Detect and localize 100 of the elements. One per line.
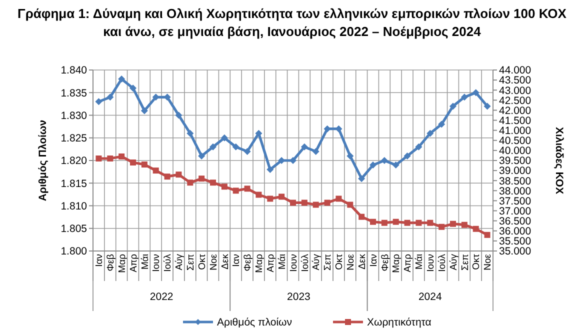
- point: [460, 94, 468, 101]
- y2-tick-label: 42.500: [499, 94, 532, 107]
- point: [312, 202, 319, 208]
- point: [164, 174, 170, 180]
- point: [175, 112, 182, 119]
- point: [347, 202, 354, 208]
- point: [210, 180, 216, 186]
- point: [324, 125, 331, 132]
- point: [210, 143, 216, 150]
- y2-tick-label: 44.000: [499, 64, 532, 77]
- y2-tick-label: 40.500: [499, 135, 532, 148]
- y2-tick-label: 37.000: [499, 205, 532, 218]
- x-tick-label: Αύγ: [448, 254, 460, 270]
- point: [130, 84, 136, 92]
- x-tick-label: Σεπ: [185, 254, 196, 271]
- text: 2024: [418, 291, 442, 303]
- point: [336, 196, 342, 202]
- point: [220, 134, 228, 142]
- point: [461, 222, 468, 228]
- point: [335, 125, 342, 132]
- point: [370, 218, 376, 225]
- y2-tick-label: 36.500: [499, 216, 532, 228]
- point: [278, 194, 285, 200]
- point: [381, 220, 388, 226]
- point: [358, 214, 365, 220]
- point: [140, 107, 148, 114]
- point: [107, 155, 114, 162]
- point: [106, 94, 114, 101]
- y2-tick-label: 41.000: [499, 125, 532, 138]
- point: [266, 166, 274, 174]
- point: [300, 143, 308, 150]
- text: 2023: [287, 291, 311, 303]
- point: [427, 220, 434, 226]
- x-tick-label: Φεβ: [105, 253, 116, 272]
- y2-tick-label: 38.500: [499, 175, 532, 188]
- x-tick-label: Μαρ: [391, 253, 402, 273]
- point: [267, 196, 274, 202]
- y-tick-label: 1.800: [60, 246, 88, 258]
- point: [232, 188, 239, 194]
- y-axis-title: Αριθμός Πλοίων: [37, 120, 49, 202]
- x-tick-label: Νοε: [482, 253, 494, 270]
- point: [301, 200, 308, 206]
- point: [472, 89, 480, 96]
- point: [392, 162, 400, 169]
- y2-tick-label: 37.500: [499, 195, 532, 208]
- point: [450, 220, 456, 227]
- y2-tick-label: 41.500: [499, 114, 532, 127]
- y2-tick-label: 43.500: [499, 74, 532, 87]
- point: [244, 148, 251, 155]
- y-tick-label: 1.810: [60, 200, 88, 212]
- point: [404, 220, 410, 226]
- y-tick-label: 1.820: [60, 155, 88, 168]
- x-tick-label: Οκτ: [196, 254, 208, 270]
- x-tick-label: Αύγ: [311, 254, 322, 270]
- point: [130, 160, 136, 166]
- legend-label: Αριθμός πλοίων: [217, 316, 292, 329]
- x-tick-label: Ιούλ: [162, 254, 174, 272]
- y2-tick-label: 36.000: [499, 226, 532, 238]
- x-tick-label: Ιουν: [151, 254, 162, 272]
- point: [96, 155, 102, 162]
- x-tick-label: Ιουν: [425, 254, 436, 272]
- point: [152, 94, 160, 101]
- y2-tick-label: 42.000: [499, 104, 532, 117]
- y2-tick-label: 35.500: [499, 236, 532, 248]
- x-tick-label: Ιαν: [231, 254, 242, 267]
- x-tick-label: Σεπ: [460, 254, 471, 271]
- point: [290, 157, 296, 164]
- x-tick-label: Αύγ: [174, 254, 186, 270]
- x-tick-label: Ιουν: [288, 254, 300, 272]
- point: [404, 152, 411, 160]
- point: [426, 130, 434, 137]
- y-tick-label: 1.825: [60, 132, 88, 145]
- point: [358, 175, 366, 182]
- point: [186, 130, 194, 137]
- point: [370, 162, 376, 169]
- point: [438, 120, 446, 128]
- x-tick-label: Δεκ: [356, 254, 368, 270]
- legend-label: Χωρητικότητα: [367, 316, 432, 329]
- point: [346, 152, 354, 160]
- x-tick-label: Δεκ: [220, 254, 231, 270]
- x-tick-label: Ιαν: [368, 254, 380, 267]
- point: [141, 162, 148, 168]
- point: [152, 168, 159, 174]
- y2-tick-label: 39.500: [499, 155, 532, 168]
- y2-tick-label: 35.000: [499, 246, 532, 258]
- point: [416, 220, 422, 226]
- point: [221, 184, 228, 190]
- point: [232, 143, 240, 150]
- point: [95, 98, 102, 106]
- point: [256, 192, 262, 198]
- point: [118, 76, 126, 83]
- point: [118, 153, 125, 160]
- point: [198, 152, 206, 160]
- point: [198, 176, 205, 182]
- point: [484, 102, 491, 110]
- point: [450, 102, 456, 110]
- x-tick-label: Νοε: [208, 253, 220, 270]
- chart-title: Γράφημα 1: Δύναμη και Ολική Χωρητικότητα των ελληνικών εμπορικών πλοίων 100 ΚΟΧ και άνω, σε μηνιαία βάση, Ιανουάριος 2022 – Νοέμβριος 2024: [18, 6, 567, 39]
- x-tick-label: Μάι: [140, 254, 151, 270]
- x-tick-label: Νοε: [345, 253, 356, 270]
